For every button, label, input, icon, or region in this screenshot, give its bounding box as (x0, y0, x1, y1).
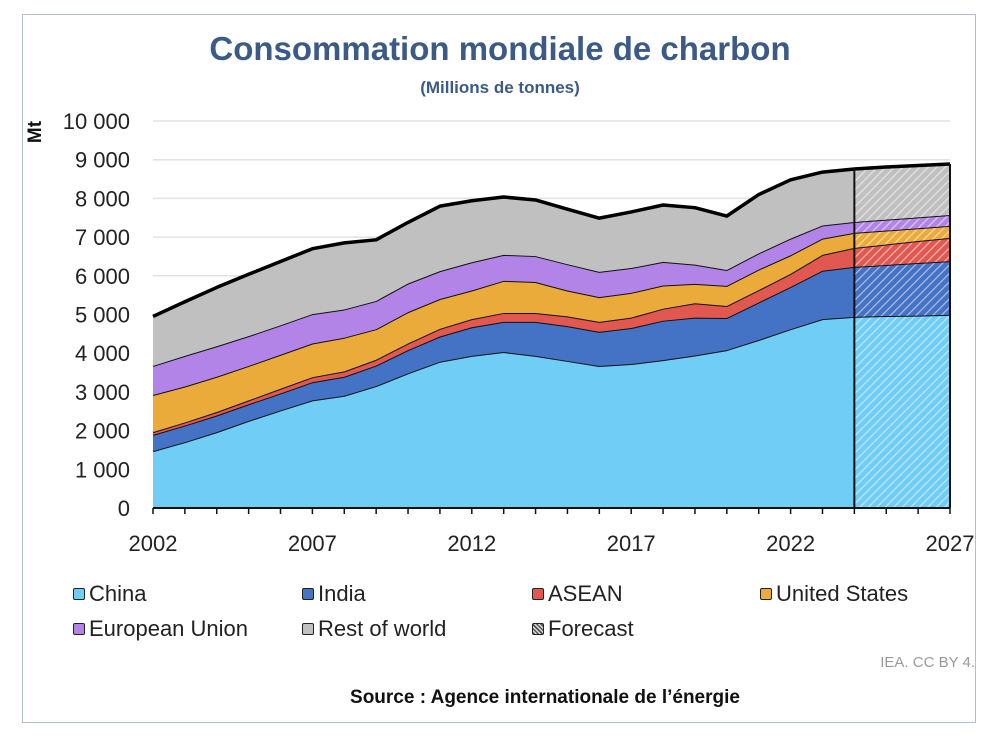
legend-label: ASEAN (548, 581, 623, 606)
credit-text: IEA. CC BY 4. (880, 654, 975, 671)
forecast-hatch-asean (854, 237, 950, 267)
area-india (153, 261, 950, 452)
x-tick-label: 2017 (607, 531, 656, 556)
area-china (153, 314, 950, 508)
x-tick-label: 2027 (926, 531, 975, 556)
legend-item-india: India (302, 581, 366, 607)
y-tick-label: 8 000 (75, 186, 130, 211)
legend-label: China (89, 581, 147, 606)
legend-swatch-india (302, 588, 314, 600)
boundary-line-rest-of-world (152, 162, 951, 319)
y-tick-label: 4 000 (75, 341, 130, 366)
y-tick-label: 9 000 (75, 148, 130, 173)
legend-swatch-united-states (760, 588, 772, 600)
y-tick-label: 7 000 (75, 225, 130, 250)
legend-item-china: China (73, 581, 146, 607)
legend-label: United States (776, 581, 909, 606)
area-united-states (153, 225, 950, 433)
y-tick-label: 10 000 (63, 109, 130, 134)
y-tick-label: 0 (118, 496, 130, 521)
legend-swatch-china (73, 588, 85, 600)
source-text: Source : Agence internationale de l’éner… (350, 687, 740, 708)
legend-swatch-european-union (73, 623, 85, 635)
legend-label: India (318, 581, 366, 606)
x-tick-label: 2012 (447, 531, 496, 556)
legend-swatch-forecast (532, 623, 544, 635)
area-european-union (153, 215, 950, 395)
y-tick-label: 2 000 (75, 419, 130, 444)
legend-item-european-union: European Union (73, 616, 248, 642)
area-rest-of-world (153, 163, 950, 366)
legend-label: European Union (89, 616, 249, 641)
x-tick-label: 2007 (288, 531, 337, 556)
legend-label: Forecast (548, 616, 634, 641)
boundary-line-india (152, 260, 951, 436)
boundary-line-asean (152, 236, 951, 434)
legend-item-united-states: United States (760, 581, 908, 607)
y-axis-label: Mt (25, 120, 46, 143)
y-tick-label: 3 000 (75, 380, 130, 405)
x-tick-label: 2002 (129, 531, 178, 556)
chart-subtitle: (Millions de tonnes) (420, 78, 580, 97)
y-tick-label: 5 000 (75, 303, 130, 328)
legend-swatch-asean (532, 588, 544, 600)
legend-item-asean: ASEAN (532, 581, 623, 607)
x-tick-label: 2022 (766, 531, 815, 556)
legend-item-forecast: Forecast (532, 616, 634, 642)
chart-title: Consommation mondiale de charbon (209, 30, 791, 67)
forecast-hatch-china (854, 314, 950, 508)
legend-swatch-rest-of-world (302, 623, 314, 635)
forecast-hatch-rest-of-world (854, 163, 950, 223)
y-tick-label: 6 000 (75, 264, 130, 289)
legend-item-rest-of-world: Rest of world (302, 616, 446, 642)
y-tick-label: 1 000 (75, 457, 130, 482)
legend-label: Rest of world (318, 616, 447, 641)
forecast-hatch-european-union (854, 215, 950, 233)
forecast-hatch-india (854, 261, 950, 317)
